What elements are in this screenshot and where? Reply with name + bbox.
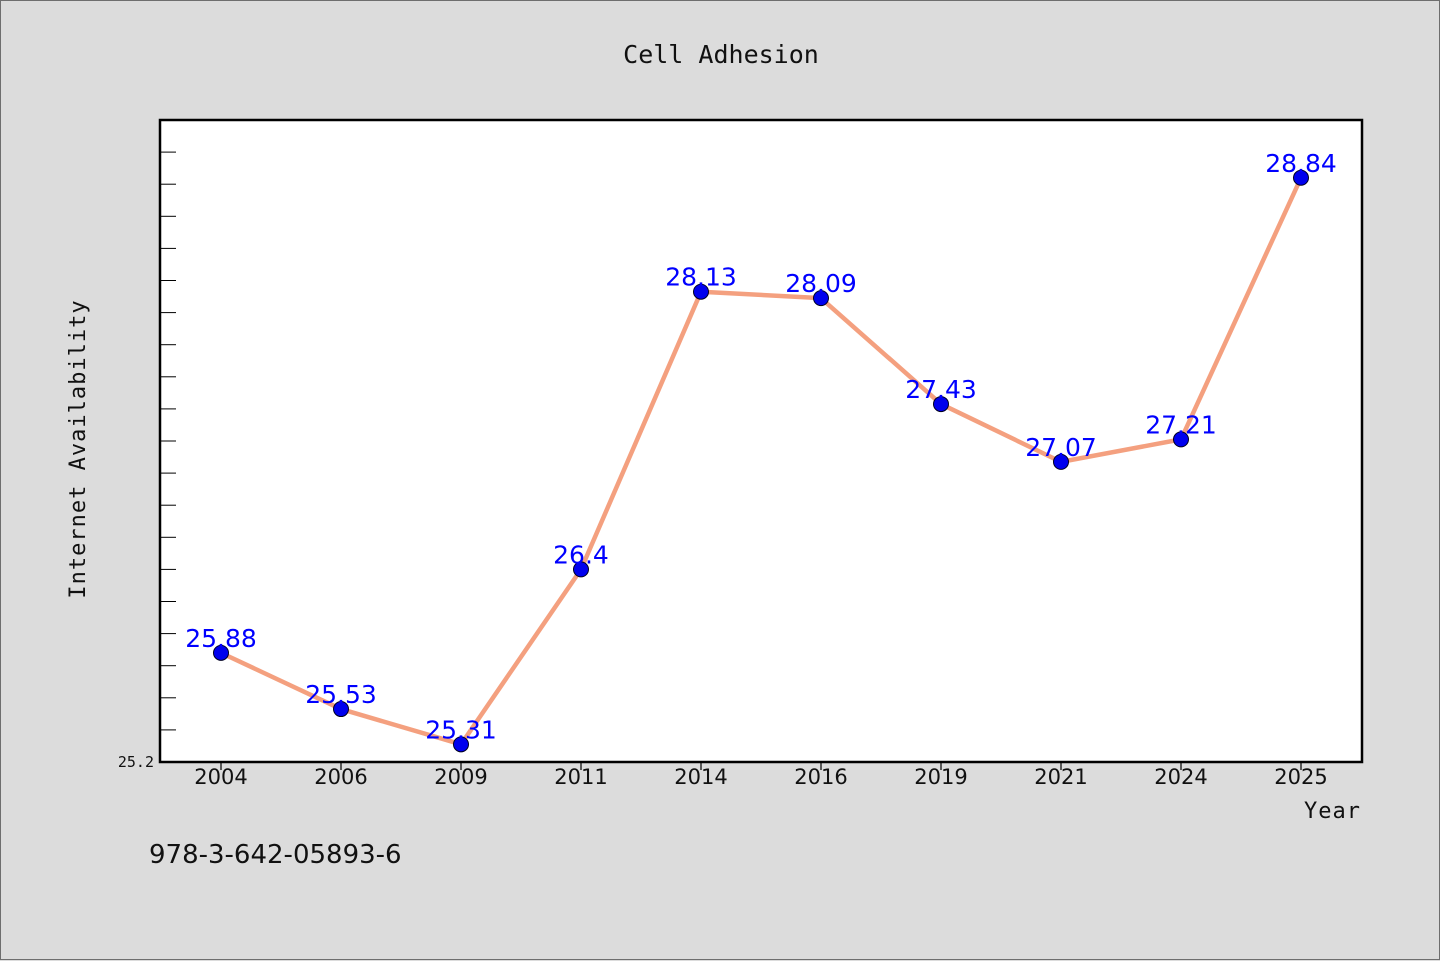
data-point <box>1053 453 1069 470</box>
data-label: 28.09 <box>785 269 857 298</box>
series-line-group <box>218 175 1304 747</box>
data-point <box>213 644 229 661</box>
x-tick-label: 2004 <box>194 765 247 789</box>
data-label: 25.31 <box>425 715 497 744</box>
x-tick-label: 2014 <box>674 765 727 789</box>
chart-title: Cell Adhesion <box>623 40 819 69</box>
data-point <box>1173 431 1189 448</box>
data-label: 25.88 <box>185 624 257 653</box>
x-tick-label: 2019 <box>914 765 967 789</box>
data-label: 27.43 <box>905 375 977 404</box>
data-label: 28.13 <box>665 263 737 292</box>
data-label: 27.07 <box>1025 433 1097 462</box>
data-labels: 25.88 25.53 25.31 26.4 28.13 28.09 27.43 27.07 2… <box>185 149 1337 745</box>
data-point <box>453 736 469 753</box>
data-label: 25.53 <box>305 680 377 709</box>
x-axis-title: Year <box>1304 799 1361 824</box>
y-axis-title: Internet Availability <box>66 299 91 598</box>
x-axis-tick-labels: 2004 2006 2009 2011 2014 2016 2019 2021 2024 2025 <box>194 762 1328 789</box>
data-markers <box>213 169 1309 753</box>
data-point <box>1293 169 1309 186</box>
series-line <box>218 175 1304 747</box>
data-point <box>933 396 949 413</box>
y-axis-min-label: 25.2 <box>118 753 154 771</box>
x-tick-label: 2021 <box>1034 765 1087 789</box>
x-tick-label: 2006 <box>314 765 367 789</box>
data-label: 27.21 <box>1145 410 1217 439</box>
x-tick-label: 2011 <box>554 765 607 789</box>
data-point <box>573 561 589 578</box>
footer-isbn: 978-3-642-05893-6 <box>149 840 402 870</box>
data-point <box>333 701 349 718</box>
x-tick-label: 2016 <box>794 765 847 789</box>
data-point <box>813 290 829 307</box>
y-axis-ticks <box>160 151 176 731</box>
x-tick-label: 2024 <box>1154 765 1207 789</box>
x-tick-label: 2025 <box>1274 765 1327 789</box>
data-label: 26.4 <box>553 540 609 569</box>
x-tick-label: 2009 <box>434 765 487 789</box>
data-point <box>693 283 709 300</box>
data-label: 28.84 <box>1265 149 1337 178</box>
